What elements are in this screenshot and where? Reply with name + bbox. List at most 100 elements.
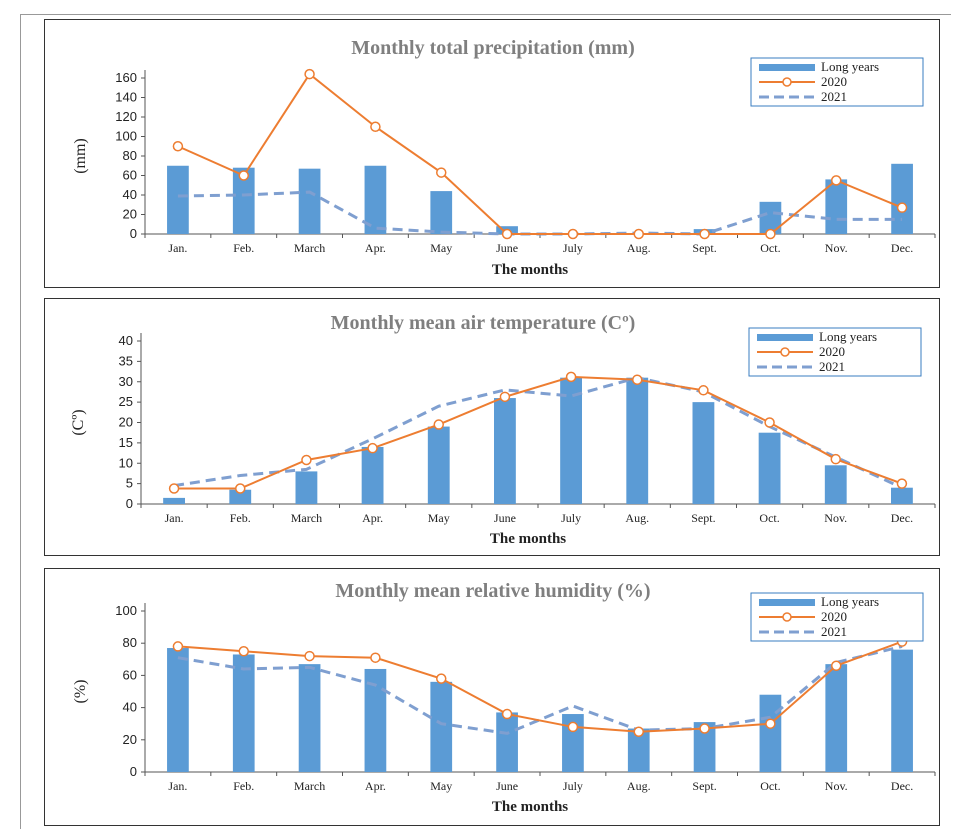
point-2020 bbox=[831, 660, 842, 671]
x-tick-label: Oct. bbox=[759, 511, 779, 525]
bar-long-years bbox=[562, 714, 584, 772]
legend-marker-2020 bbox=[782, 77, 792, 87]
humidity-chart: Monthly mean relative humidity (%) 0 20 40 6… bbox=[72, 580, 936, 815]
chart-title: Monthly mean relative humidity (%) bbox=[335, 580, 650, 602]
bar-long-years bbox=[891, 163, 913, 234]
x-tick-label: July bbox=[563, 779, 583, 793]
point-2020 bbox=[370, 652, 381, 663]
y-tick-label: 40 bbox=[123, 700, 137, 715]
bar-long-years bbox=[626, 377, 649, 504]
bar-long-years bbox=[295, 471, 318, 504]
point-2020 bbox=[304, 650, 315, 662]
point-2020 bbox=[501, 708, 513, 720]
x-tick-label: June bbox=[496, 241, 518, 255]
legend-marker-2020 bbox=[780, 347, 790, 357]
bar-long-years bbox=[298, 664, 321, 772]
bar-long-years bbox=[825, 664, 848, 772]
bar-long-years bbox=[693, 722, 716, 772]
y-tick-label: 40 bbox=[119, 333, 133, 348]
bar-long-years bbox=[891, 649, 913, 772]
legend-swatch-long-years bbox=[759, 599, 815, 606]
line-2021 bbox=[173, 376, 903, 490]
y-tick-label: 100 bbox=[115, 129, 137, 144]
bar-long-years bbox=[163, 497, 186, 504]
legend-label: Long years bbox=[821, 594, 879, 609]
point-2020 bbox=[370, 121, 381, 132]
y-axis-label: (mm) bbox=[72, 138, 89, 174]
y-tick-label: 0 bbox=[130, 764, 137, 779]
precipitation-chart: Monthly total precipitation (mm) 0 20 40 60 8… bbox=[72, 37, 936, 278]
x-tick-label: Jan. bbox=[168, 779, 187, 793]
x-tick-label: Oct. bbox=[760, 241, 780, 255]
legend-label: 2021 bbox=[821, 89, 847, 104]
x-tick-label: Dec. bbox=[891, 511, 913, 525]
legend-swatch-long-years bbox=[759, 64, 815, 71]
point-2020 bbox=[172, 641, 184, 652]
x-tick-label: Jan. bbox=[168, 241, 187, 255]
bar-long-years bbox=[758, 432, 781, 504]
y-tick-label: 80 bbox=[123, 635, 137, 650]
x-tick-label: Nov. bbox=[824, 511, 847, 525]
x-tick-label: Apr. bbox=[365, 779, 386, 793]
bar-long-years bbox=[167, 165, 189, 234]
y-tick-label: 80 bbox=[123, 148, 137, 163]
x-tick-label: Aug. bbox=[627, 779, 651, 793]
legend-label: Long years bbox=[819, 329, 877, 344]
point-2020 bbox=[433, 419, 444, 430]
bar-long-years bbox=[692, 402, 715, 504]
point-2020 bbox=[699, 228, 710, 240]
y-tick-label: 40 bbox=[123, 187, 137, 202]
x-tick-label: June bbox=[496, 779, 518, 793]
x-tick-label: Feb. bbox=[230, 511, 251, 525]
y-tick-label: 20 bbox=[119, 415, 133, 430]
y-axis-label: (%) bbox=[72, 680, 89, 704]
point-2020 bbox=[304, 68, 315, 80]
y-tick-label: 0 bbox=[126, 496, 133, 511]
point-2020 bbox=[765, 718, 776, 729]
x-tick-label: March bbox=[291, 511, 322, 525]
point-2020 bbox=[238, 170, 249, 181]
x-axis-label: The months bbox=[492, 262, 568, 278]
humidity-chart-panel: Monthly mean relative humidity (%) 0 20 40 6… bbox=[44, 568, 940, 826]
point-2020 bbox=[499, 391, 511, 403]
point-2020 bbox=[501, 228, 513, 240]
x-tick-label: Aug. bbox=[625, 511, 649, 525]
x-tick-label: Apr. bbox=[365, 241, 386, 255]
point-2020 bbox=[765, 228, 776, 240]
bar-long-years bbox=[364, 165, 387, 234]
x-axis-label: The months bbox=[492, 799, 568, 815]
temperature-chart: Monthly mean air temperature (Cº) 0 5 10 15 2… bbox=[70, 312, 936, 547]
y-tick-label: 140 bbox=[115, 90, 137, 105]
line-2020 bbox=[177, 640, 903, 733]
y-tick-label: 120 bbox=[115, 109, 137, 124]
legend-marker-2020 bbox=[782, 612, 792, 622]
bar-long-years bbox=[298, 168, 321, 234]
line-2021 bbox=[177, 644, 903, 735]
bar-long-years bbox=[493, 398, 516, 504]
point-2020 bbox=[238, 646, 249, 657]
x-tick-label: June bbox=[494, 511, 516, 525]
bar-long-years bbox=[759, 694, 782, 772]
bar-long-years bbox=[430, 681, 453, 772]
point-2020 bbox=[633, 228, 644, 240]
line-2021 bbox=[177, 190, 903, 236]
y-tick-label: 35 bbox=[119, 353, 133, 368]
point-2020 bbox=[632, 374, 643, 385]
bar-long-years bbox=[824, 465, 847, 504]
point-2020 bbox=[567, 228, 579, 240]
point-2020 bbox=[565, 371, 577, 383]
legend-label: 2020 bbox=[819, 344, 845, 359]
chart-title: Monthly mean air temperature (Cº) bbox=[331, 312, 636, 334]
y-tick-label: 100 bbox=[115, 603, 137, 618]
x-tick-label: May bbox=[430, 241, 452, 255]
point-2020 bbox=[764, 417, 775, 428]
legend-label: 2020 bbox=[821, 609, 847, 624]
x-tick-label: July bbox=[563, 241, 583, 255]
x-tick-label: July bbox=[561, 511, 581, 525]
point-2020 bbox=[436, 167, 447, 178]
point-2020 bbox=[168, 483, 180, 494]
x-tick-label: Nov. bbox=[825, 779, 848, 793]
